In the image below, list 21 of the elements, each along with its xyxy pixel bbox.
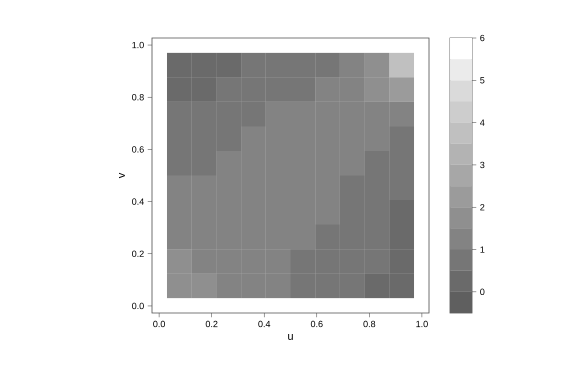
color-bar-label: 5 <box>480 77 484 84</box>
y-tick-label: 0.6 <box>132 146 144 153</box>
x-tick-label: 1.0 <box>416 320 428 328</box>
x-tick-label: 0.6 <box>310 320 323 328</box>
x-tick-label: 0.8 <box>363 320 376 328</box>
color-bar-label: 4 <box>480 120 485 126</box>
x-tick-label: 0.2 <box>206 320 218 328</box>
y-tick-label: 0.0 <box>132 302 144 310</box>
y-axis-title: v <box>119 172 125 178</box>
color-bar-label: 1 <box>480 246 484 253</box>
x-tick-label: 0.0 <box>153 320 166 328</box>
x-axis-title: u <box>288 334 293 340</box>
y-tick-label: 1.0 <box>132 42 144 48</box>
color-bar-label: 2 <box>480 204 484 210</box>
x-tick-label: 0.4 <box>258 320 270 328</box>
color-bar-label: 6 <box>480 34 484 42</box>
color-bar-label: 3 <box>480 162 484 168</box>
y-tick-label: 0.4 <box>132 198 144 205</box>
y-tick-label: 0.2 <box>132 250 144 257</box>
color-bar-label: 0 <box>480 288 484 296</box>
y-tick-label: 0.8 <box>132 94 144 100</box>
